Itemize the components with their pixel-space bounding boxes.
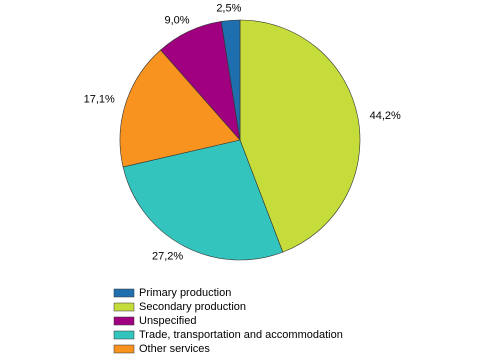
data-label: 27,2% [152, 250, 183, 262]
legend-swatch [113, 302, 135, 312]
legend-swatch [113, 316, 135, 326]
data-label: 9,0% [164, 14, 189, 26]
data-label: 2,5% [216, 2, 241, 14]
pie-slice [239, 19, 361, 253]
legend-label: Primary production [139, 287, 231, 299]
legend-swatch [113, 330, 135, 340]
legend-label: Unspecified [139, 315, 196, 327]
pie-slice [220, 19, 241, 141]
data-label: 44,2% [370, 110, 401, 122]
legend-swatch [113, 288, 135, 298]
legend-label: Secondary production [139, 301, 246, 313]
legend-label: Trade, transportation and accommodation [139, 329, 343, 341]
legend-swatch [113, 344, 135, 354]
legend-label: Other services [139, 343, 210, 355]
pie-slice [122, 139, 284, 261]
pie-slice [119, 49, 241, 168]
data-label: 17,1% [84, 94, 115, 106]
